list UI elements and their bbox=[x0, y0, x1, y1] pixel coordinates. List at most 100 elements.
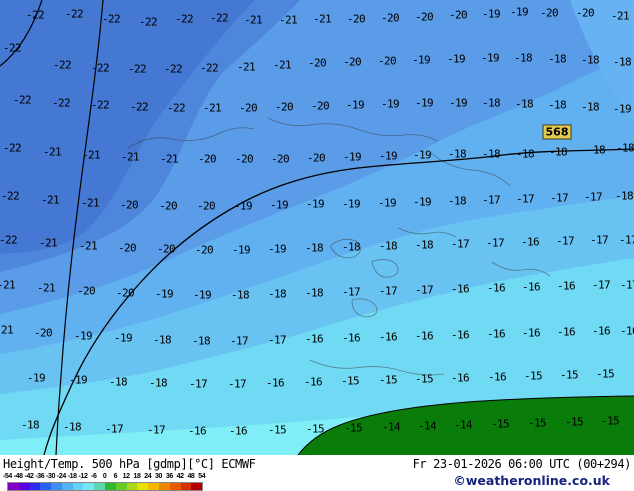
temp-label: -20 bbox=[194, 243, 214, 257]
temp-label: -20 bbox=[414, 10, 434, 24]
temp-label: -16 bbox=[486, 281, 506, 295]
temp-label: -17 bbox=[619, 278, 634, 292]
temp-label: -18 bbox=[267, 287, 287, 301]
legend-tick: 30 bbox=[155, 473, 163, 480]
temp-label: -21 bbox=[120, 150, 140, 164]
temp-label: -21 bbox=[610, 9, 630, 23]
temp-label: -19 bbox=[378, 149, 398, 163]
temp-label: -20 bbox=[117, 241, 137, 255]
coastline-path bbox=[429, 151, 511, 187]
temp-label: -19 bbox=[26, 371, 46, 385]
coastline-path bbox=[127, 127, 255, 149]
temp-label: -19 bbox=[192, 288, 212, 302]
temp-label: -19 bbox=[380, 97, 400, 111]
temp-label: -21 bbox=[42, 145, 62, 159]
temp-label: -17 bbox=[414, 283, 434, 297]
legend-color-segment bbox=[83, 483, 95, 490]
temp-label: -18 bbox=[614, 189, 634, 203]
temp-label: -14 bbox=[417, 419, 437, 433]
temp-label: -19 bbox=[305, 197, 325, 211]
temp-label: -17 bbox=[146, 423, 166, 437]
temp-label: -22 bbox=[209, 11, 229, 25]
isoline-568 bbox=[43, 148, 634, 455]
legend-color-segment bbox=[191, 483, 203, 490]
temp-label: -22 bbox=[90, 98, 110, 112]
temp-label: -19 bbox=[412, 148, 432, 162]
legend-color-segment bbox=[8, 483, 19, 490]
temp-label: -18 bbox=[447, 194, 467, 208]
temp-label: -16 bbox=[228, 424, 248, 438]
temp-label: -16 bbox=[591, 324, 611, 338]
temp-label: -18 bbox=[230, 288, 250, 302]
temp-label: -19 bbox=[233, 199, 253, 213]
temp-label: -21 bbox=[0, 323, 14, 337]
legend-tick: 42 bbox=[176, 473, 184, 480]
temp-label: -21 bbox=[0, 278, 16, 292]
temp-label: -18 bbox=[304, 286, 324, 300]
legend-tick: -48 bbox=[13, 473, 23, 480]
temp-label: -21 bbox=[243, 13, 263, 27]
temp-label: -18 bbox=[615, 141, 634, 155]
temp-label: -17 bbox=[485, 236, 505, 250]
temp-label: -16 bbox=[556, 279, 576, 293]
legend-color-segment bbox=[94, 483, 106, 490]
temp-label: -20 bbox=[306, 151, 326, 165]
temp-label: -22 bbox=[163, 62, 183, 76]
temp-label: -18 bbox=[414, 238, 434, 252]
temp-label: -17 bbox=[591, 278, 611, 292]
temp-label: -14 bbox=[381, 420, 401, 434]
temp-label: -15 bbox=[600, 414, 620, 428]
legend-tick: 6 bbox=[113, 473, 118, 480]
temp-label: -15 bbox=[523, 369, 543, 383]
temp-label: -21 bbox=[312, 12, 332, 26]
temp-label: -16 bbox=[378, 330, 398, 344]
legend-color-segment bbox=[180, 483, 192, 490]
temp-label: -18 bbox=[447, 147, 467, 161]
temp-label: -18 bbox=[341, 240, 361, 254]
legend-tick: -18 bbox=[67, 473, 77, 480]
temp-label: -22 bbox=[0, 233, 18, 247]
temp-label: -16 bbox=[450, 371, 470, 385]
temp-label: -19 bbox=[412, 195, 432, 209]
temp-label: -20 bbox=[76, 284, 96, 298]
temp-label: -18 bbox=[548, 145, 568, 159]
temp-label: -17 bbox=[104, 422, 124, 436]
temp-label: -21 bbox=[36, 281, 56, 295]
temp-label: -21 bbox=[278, 13, 298, 27]
temp-label: -19 bbox=[345, 98, 365, 112]
temp-label: -15 bbox=[527, 416, 547, 430]
temp-label: -22 bbox=[166, 101, 186, 115]
legend-ticks: -54 -48 -42 -36 -30 -24 -18 -12 -6 0 6 12 18 24 30 36 42… bbox=[2, 473, 207, 481]
temp-label: -18 bbox=[514, 97, 534, 111]
temp-label: -19 bbox=[68, 373, 88, 387]
coastlines bbox=[127, 117, 551, 376]
temp-label: -16 bbox=[520, 235, 540, 249]
legend-bar: -54 -48 -42 -36 -30 -24 -18 -12 -6 0 6 12 18 24 30 36 42… bbox=[0, 472, 634, 491]
legend-tick: 24 bbox=[144, 473, 152, 480]
temp-label: -18 bbox=[515, 147, 535, 161]
footer-bar: Height/Temp. 500 hPa [gdmp][°C] ECMWF Fr… bbox=[0, 455, 634, 472]
temp-label: -19 bbox=[377, 196, 397, 210]
temp-label: -21 bbox=[159, 152, 179, 166]
temp-label: -20 bbox=[342, 55, 362, 69]
temp-label: -18 bbox=[580, 53, 600, 67]
legend-color-segment bbox=[115, 483, 127, 490]
legend-color-segment bbox=[29, 483, 41, 490]
temp-label: -19 bbox=[480, 51, 500, 65]
temp-label: -16 bbox=[487, 370, 507, 384]
temp-label: -20 bbox=[234, 152, 254, 166]
legend-color-segment bbox=[148, 483, 159, 490]
temp-label: -16 bbox=[521, 280, 541, 294]
temp-label: -22 bbox=[25, 8, 45, 22]
temp-label: -20 bbox=[380, 11, 400, 25]
temp-label: -15 bbox=[414, 372, 434, 386]
temp-label: -15 bbox=[343, 421, 363, 435]
temp-label: -20 bbox=[346, 12, 366, 26]
temp-label: -20 bbox=[238, 101, 258, 115]
temp-label: -20 bbox=[115, 286, 135, 300]
temp-label: -22 bbox=[127, 62, 147, 76]
temp-label: -22 bbox=[199, 61, 219, 75]
band-minus22 bbox=[0, 0, 255, 254]
temp-label: -19 bbox=[73, 329, 93, 343]
temp-label: -18 bbox=[481, 147, 501, 161]
